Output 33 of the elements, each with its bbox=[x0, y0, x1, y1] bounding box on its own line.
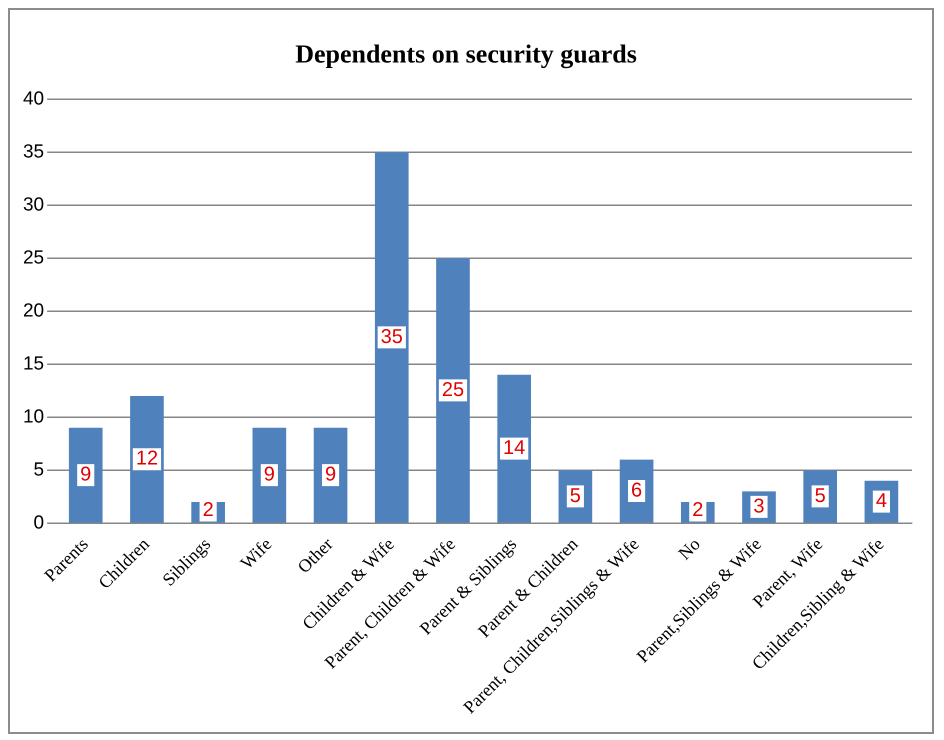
data-label: 9 bbox=[324, 464, 336, 486]
data-label: 12 bbox=[136, 448, 158, 470]
x-tick-label: Wife bbox=[236, 534, 276, 573]
bar bbox=[497, 374, 531, 522]
data-label: 3 bbox=[753, 495, 765, 518]
data-label: 14 bbox=[503, 437, 526, 460]
x-tick-label: No bbox=[674, 534, 704, 564]
bar bbox=[374, 152, 409, 522]
bar bbox=[130, 396, 164, 522]
y-tick-label: 5 bbox=[34, 459, 44, 480]
y-tick-label: 30 bbox=[22, 194, 44, 216]
bar bbox=[68, 428, 103, 522]
data-label: 5 bbox=[814, 484, 826, 507]
data-label: 9 bbox=[80, 464, 92, 486]
y-tick-label: 25 bbox=[22, 247, 44, 268]
data-label: 4 bbox=[876, 490, 887, 512]
y-tick-label: 35 bbox=[22, 141, 44, 162]
bar bbox=[252, 428, 286, 522]
y-tick-label: 15 bbox=[22, 353, 44, 374]
data-label: 35 bbox=[380, 326, 403, 348]
chart-title: Dependents on security guards bbox=[295, 39, 637, 68]
data-label: 5 bbox=[570, 484, 581, 507]
y-tick-label: 20 bbox=[22, 300, 44, 322]
data-label: 6 bbox=[631, 480, 642, 502]
data-label: 9 bbox=[264, 464, 275, 486]
y-tick-label: 0 bbox=[34, 512, 44, 534]
data-label: 25 bbox=[442, 378, 464, 401]
data-label: 2 bbox=[692, 498, 704, 521]
y-tick-label: 40 bbox=[22, 88, 44, 110]
data-label: 2 bbox=[202, 498, 214, 521]
y-tick-label: 10 bbox=[22, 406, 44, 428]
bar bbox=[436, 258, 470, 522]
bar bbox=[314, 428, 348, 522]
